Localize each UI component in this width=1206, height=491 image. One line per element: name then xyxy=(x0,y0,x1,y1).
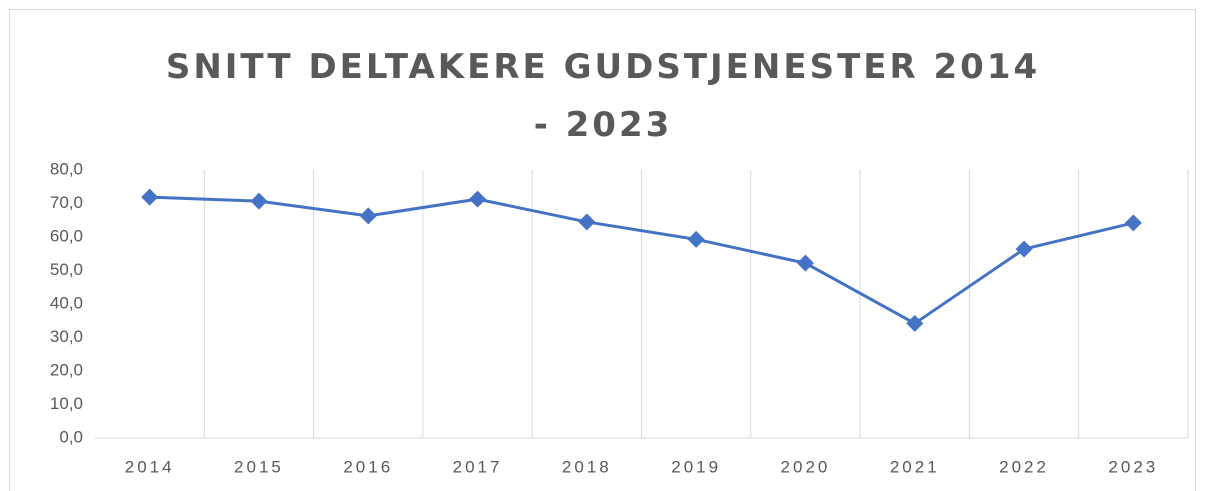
y-tick-label: 10,0 xyxy=(50,394,83,413)
y-tick-label: 0,0 xyxy=(59,427,83,446)
data-point xyxy=(687,230,705,248)
x-tick-label: 2017 xyxy=(453,457,503,476)
y-tick-label: 80,0 xyxy=(50,159,83,178)
x-tick-label: 2018 xyxy=(562,457,612,476)
x-tick-label: 2016 xyxy=(343,457,393,476)
chart-title: SNITT DELTAKERE GUDSTJENESTER 2014 - 202… xyxy=(165,47,1041,145)
x-tick-label: 2021 xyxy=(890,457,940,476)
y-tick-label: 50,0 xyxy=(50,260,83,279)
data-point xyxy=(906,314,924,332)
x-tick-label: 2014 xyxy=(125,457,175,476)
data-point xyxy=(469,190,487,208)
x-tick-label: 2019 xyxy=(671,457,721,476)
data-line xyxy=(149,195,1134,325)
y-tick-label: 40,0 xyxy=(50,293,83,312)
data-point xyxy=(250,192,268,210)
y-tick-label: 60,0 xyxy=(50,226,83,245)
y-tick-label: 30,0 xyxy=(50,327,83,346)
data-point xyxy=(796,254,814,272)
data-point xyxy=(1124,214,1142,232)
x-tick-label: 2015 xyxy=(234,457,284,476)
chart-border xyxy=(9,9,1196,491)
data-point xyxy=(359,207,377,225)
y-tick-label: 20,0 xyxy=(50,360,83,379)
y-tick-label: 70,0 xyxy=(50,193,83,212)
data-point xyxy=(1015,240,1033,258)
data-point xyxy=(578,213,596,231)
x-tick-label: 2023 xyxy=(1108,457,1158,476)
x-tick-label: 2020 xyxy=(781,457,831,476)
data-point xyxy=(141,188,159,206)
x-tick-label: 2022 xyxy=(999,457,1049,476)
